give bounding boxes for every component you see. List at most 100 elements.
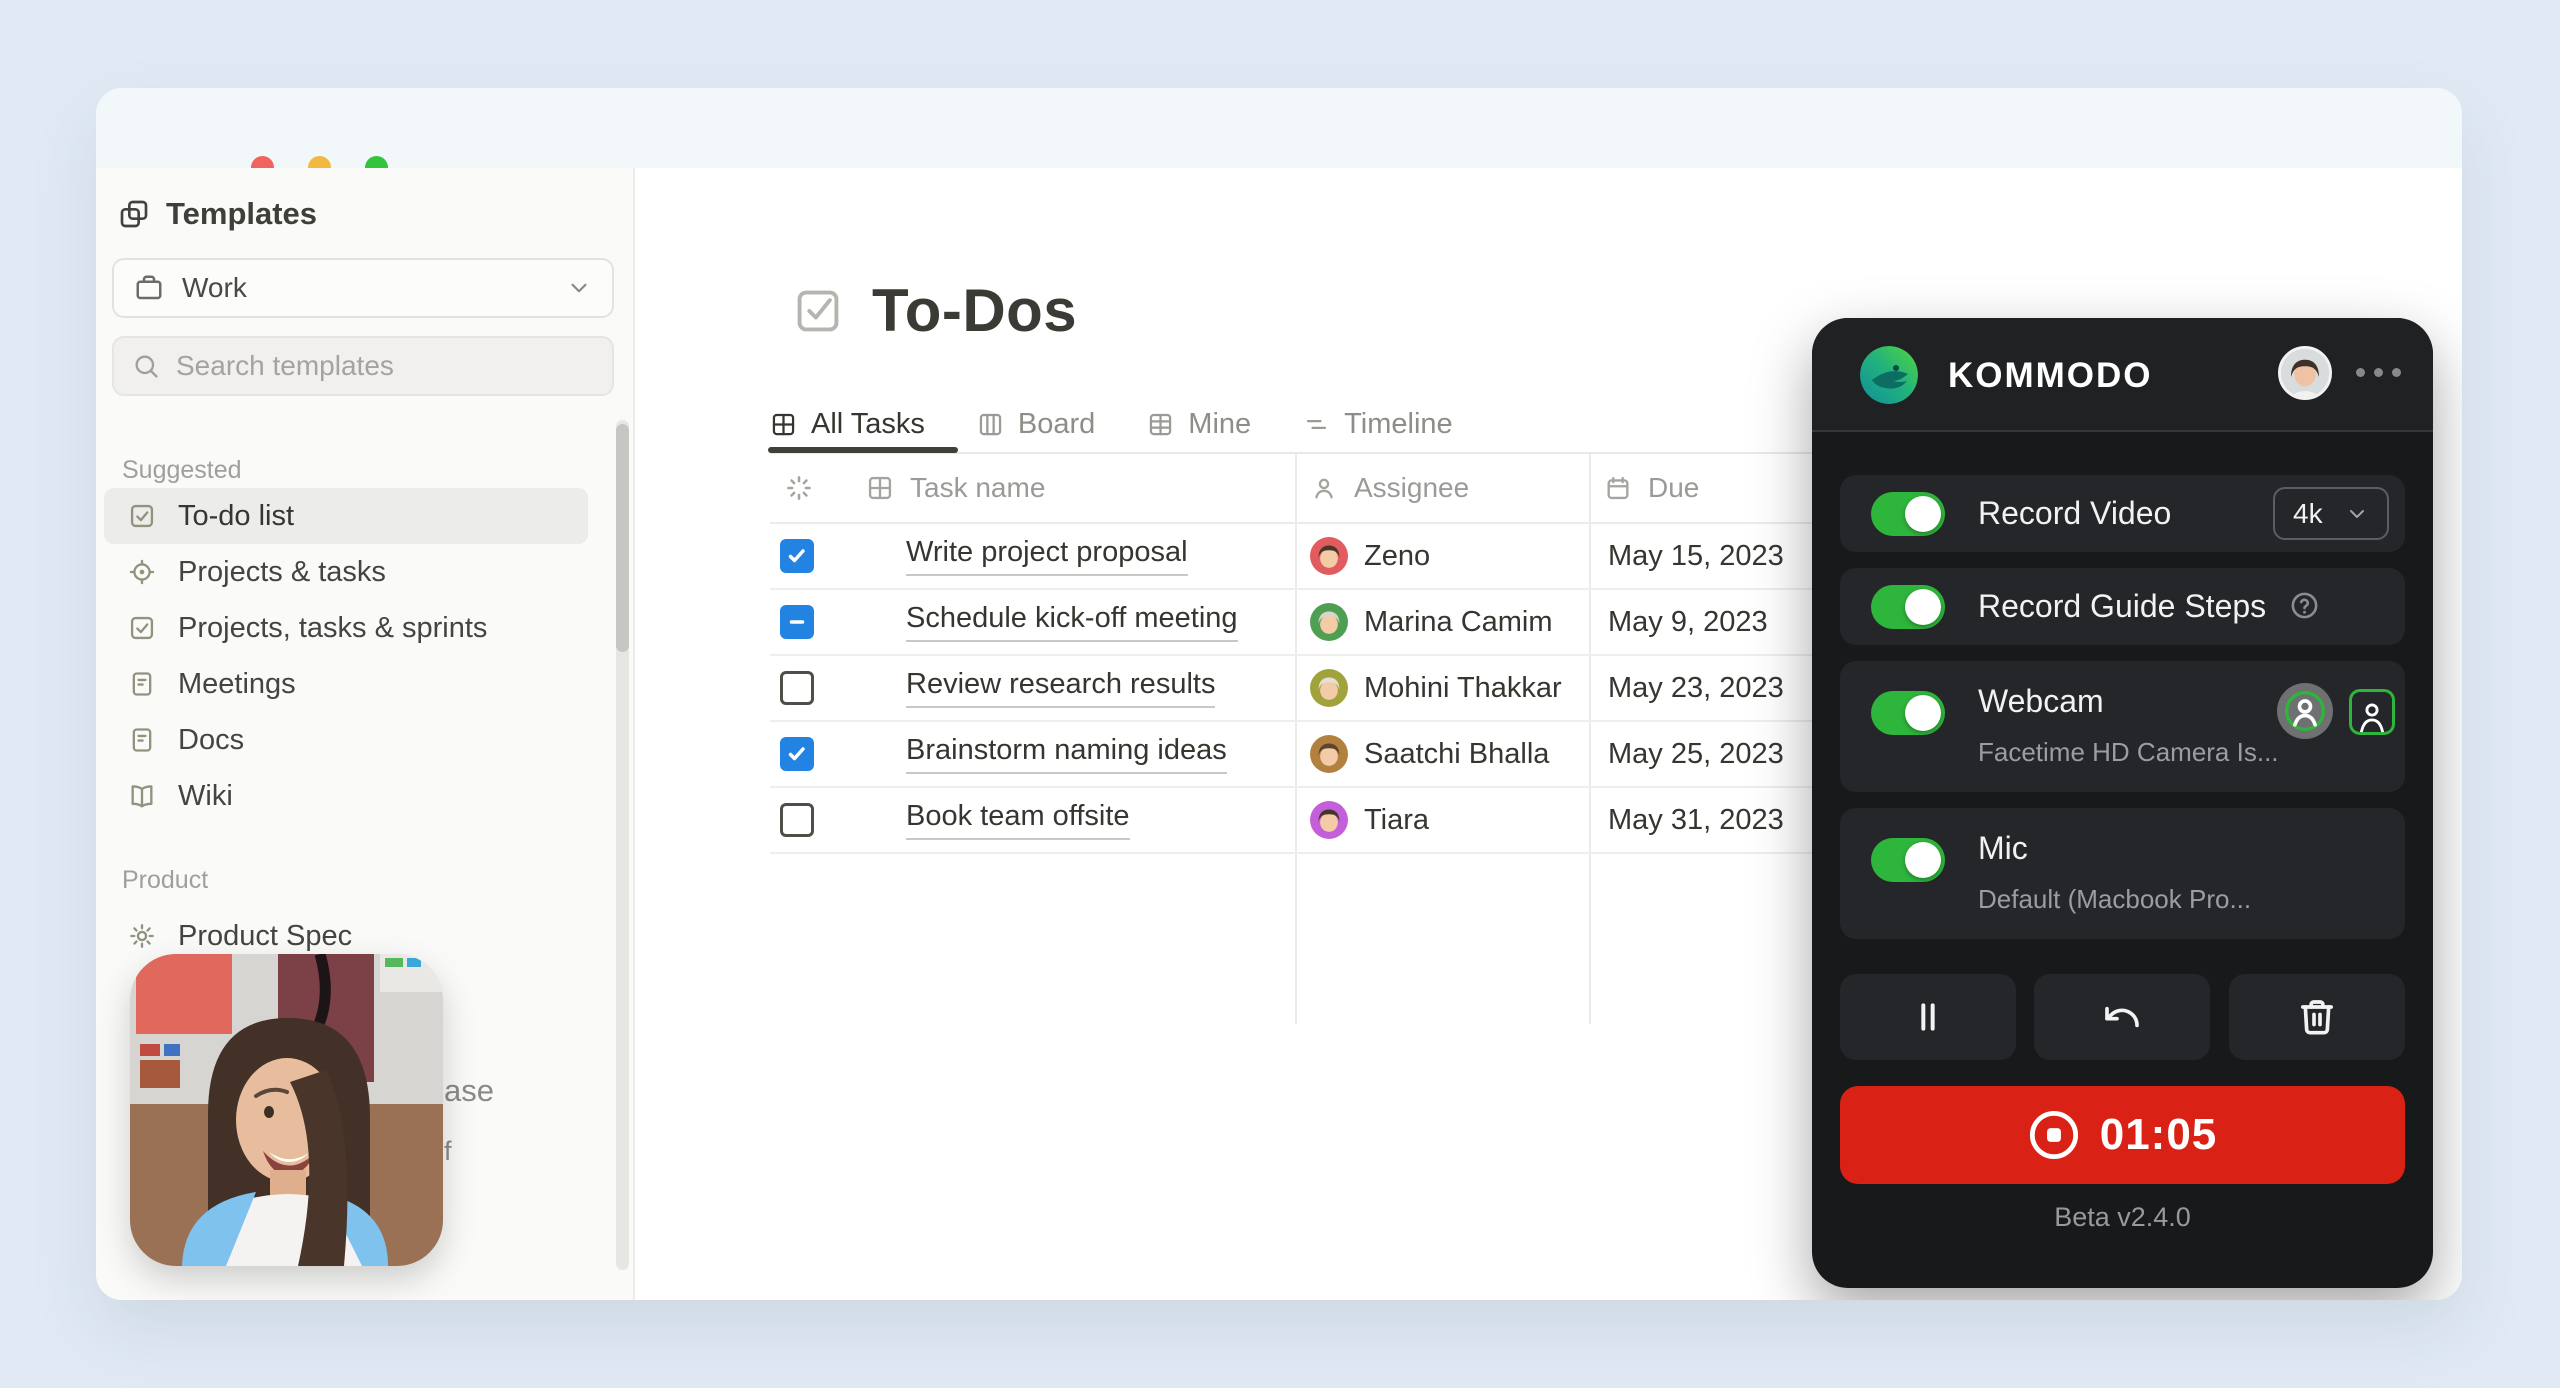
webcam-preview[interactable] [130, 954, 443, 1266]
setting-label: Record Guide Steps [1978, 588, 2320, 629]
setting-row-mic: Mic Default (Macbook Pro... [1840, 808, 2405, 939]
setting-label: Mic [1978, 830, 2028, 866]
tab-board[interactable]: Board [977, 402, 1095, 446]
sidebar-item-docs[interactable]: Docs [104, 712, 588, 768]
search-box [112, 336, 614, 396]
check-square-icon [797, 290, 839, 331]
setting-subtitle: Default (Macbook Pro... [1978, 884, 2252, 914]
task-checkbox[interactable] [780, 605, 814, 639]
table-row: Review research results Mohini Thakkar M… [770, 656, 1958, 722]
target-icon [129, 559, 155, 585]
avatar [1310, 537, 1348, 575]
task-link[interactable]: Brainstorm naming ideas [906, 734, 1227, 774]
page-title: To-Dos [872, 277, 1078, 344]
task-checkbox[interactable] [780, 539, 814, 573]
resolution-dropdown[interactable]: 4k [2273, 487, 2389, 540]
sidebar-item-meetings[interactable]: Meetings [104, 656, 588, 712]
briefcase-icon [136, 275, 162, 300]
setting-label: Webcam [1978, 683, 2104, 719]
timeline-icon [1307, 419, 1327, 429]
sidebar-header: Templates [118, 196, 317, 232]
book-icon [131, 785, 153, 808]
sidebar-item-label: Wiki [178, 779, 233, 812]
table-header: Task name Assignee Due [770, 454, 1958, 524]
column-header-assignee[interactable]: Assignee [1354, 472, 1470, 503]
column-header-due[interactable]: Due [1648, 472, 1700, 503]
sidebar-title: Templates [166, 196, 318, 231]
task-link[interactable]: Review research results [906, 668, 1216, 708]
task-link[interactable]: Write project proposal [906, 536, 1188, 576]
sidebar-scrollbar-thumb[interactable] [616, 424, 629, 652]
kommodo-recorder-widget: KOMMODO Record Video 4k Record Gui [1812, 318, 2433, 1288]
sidebar-item-todo-list[interactable]: To-do list [104, 488, 588, 544]
webcam-shape-circle-button[interactable] [2277, 683, 2333, 739]
webcam-toggle[interactable] [1871, 691, 1945, 735]
app-name: KOMMODO [1948, 356, 2153, 395]
task-checkbox[interactable] [780, 737, 814, 771]
setting-label-text: Record Guide Steps [1978, 588, 2267, 624]
table-row: Schedule kick-off meeting Marina Camim M… [770, 590, 1958, 656]
chevron-down-icon [571, 283, 587, 293]
task-link[interactable]: Schedule kick-off meeting [906, 602, 1238, 642]
due-date: May 25, 2023 [1608, 737, 1784, 770]
table-row: Book team offsite Tiara May 31, 2023 [770, 788, 1958, 854]
pause-button[interactable] [1840, 974, 2016, 1060]
tab-label: Mine [1188, 407, 1252, 440]
restart-button[interactable] [2034, 974, 2210, 1060]
tab-all-tasks[interactable]: All Tasks [770, 402, 925, 446]
due-date: May 15, 2023 [1608, 539, 1784, 572]
setting-row-guide-steps: Record Guide Steps [1840, 568, 2405, 645]
sidebar-item-projects-tasks[interactable]: Projects & tasks [104, 544, 588, 600]
app-window: Templates Work Suggested [96, 88, 2462, 1300]
tab-timeline[interactable]: Timeline [1303, 402, 1453, 446]
columns-icon [979, 413, 1002, 435]
column-header-task-name[interactable]: Task name [910, 472, 1046, 503]
resolution-value: 4k [2293, 497, 2323, 529]
stop-recording-button[interactable]: 01:05 [1840, 1086, 2405, 1184]
sidebar-item-product-spec[interactable]: Product Spec [104, 908, 588, 964]
search-icon [135, 355, 158, 378]
avatar [1310, 735, 1348, 773]
column-divider [1295, 454, 1297, 1024]
check-icon [788, 747, 805, 761]
section-label-product: Product [122, 866, 209, 894]
user-avatar[interactable] [2278, 346, 2332, 400]
search-input[interactable] [176, 350, 594, 382]
due-date: May 31, 2023 [1608, 803, 1784, 836]
document-icon [132, 728, 152, 752]
help-icon[interactable] [2289, 590, 2320, 629]
stop-record-icon [2029, 1110, 2078, 1160]
record-video-toggle[interactable] [1871, 492, 1945, 536]
check-icon [788, 549, 805, 563]
avatar [1310, 669, 1348, 707]
templates-icon [120, 200, 148, 228]
recorder-header: KOMMODO [1812, 318, 2433, 432]
sidebar-item-label: Meetings [178, 667, 296, 700]
tasks-table: Task name Assignee Due Write project [770, 454, 1958, 1024]
webcam-shape-square-button[interactable] [2349, 689, 2395, 735]
occluded-item-fragment: f [444, 1136, 452, 1166]
page-title-row: To-Dos [792, 276, 1077, 345]
sidebar-item-projects-tasks-sprints[interactable]: Projects, tasks & sprints [104, 600, 588, 656]
tab-mine[interactable]: Mine [1147, 402, 1251, 446]
delete-button[interactable] [2229, 974, 2405, 1060]
calendar-icon [1607, 476, 1629, 500]
more-options-button[interactable] [2356, 368, 2401, 377]
avatar [1310, 603, 1348, 641]
avatar [1310, 801, 1348, 839]
sidebar-item-wiki[interactable]: Wiki [104, 768, 588, 824]
workspace-selector[interactable]: Work [112, 258, 614, 318]
due-date: May 9, 2023 [1608, 605, 1768, 638]
occluded-item-fragment: ase [444, 1073, 494, 1108]
version-label: Beta v2.4.0 [2054, 1202, 2191, 1232]
mic-toggle[interactable] [1871, 838, 1945, 882]
task-checkbox[interactable] [780, 803, 814, 837]
tabs-divider [770, 452, 1958, 454]
setting-row-record-video: Record Video 4k [1840, 475, 2405, 552]
spinner-icon [787, 476, 811, 500]
task-link[interactable]: Book team offsite [906, 800, 1130, 840]
kommodo-logo-icon [1860, 346, 1918, 404]
task-checkbox[interactable] [780, 671, 814, 705]
tab-label: All Tasks [811, 407, 925, 440]
guide-steps-toggle[interactable] [1871, 585, 1945, 629]
